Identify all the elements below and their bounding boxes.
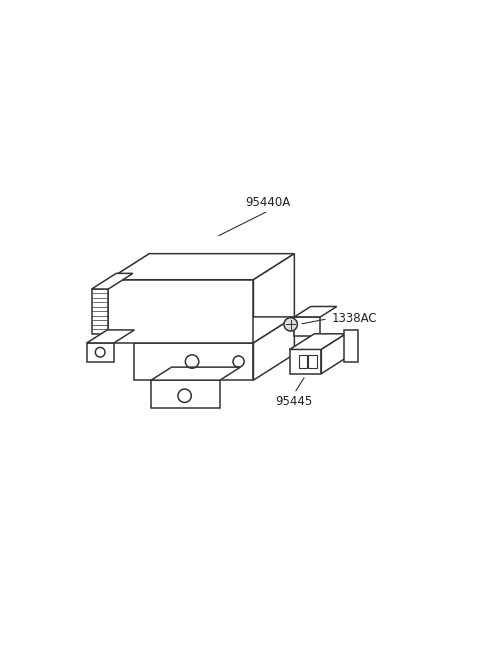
- Polygon shape: [321, 334, 346, 374]
- Polygon shape: [134, 317, 294, 343]
- Text: 95445: 95445: [276, 395, 313, 408]
- Text: 1338AC: 1338AC: [332, 312, 377, 325]
- Polygon shape: [151, 380, 220, 408]
- Polygon shape: [87, 343, 114, 361]
- Polygon shape: [108, 254, 294, 280]
- Text: 95440A: 95440A: [246, 196, 291, 209]
- Polygon shape: [134, 343, 253, 380]
- Polygon shape: [290, 350, 321, 374]
- Polygon shape: [151, 367, 240, 380]
- Polygon shape: [253, 254, 294, 343]
- Polygon shape: [344, 330, 358, 362]
- Polygon shape: [87, 330, 134, 343]
- Circle shape: [284, 317, 297, 331]
- Polygon shape: [308, 355, 317, 368]
- Polygon shape: [290, 334, 346, 350]
- Polygon shape: [253, 317, 294, 380]
- Polygon shape: [92, 289, 108, 334]
- Polygon shape: [294, 317, 321, 336]
- Polygon shape: [92, 273, 133, 289]
- Polygon shape: [108, 280, 253, 343]
- Polygon shape: [299, 355, 307, 368]
- Polygon shape: [294, 306, 337, 317]
